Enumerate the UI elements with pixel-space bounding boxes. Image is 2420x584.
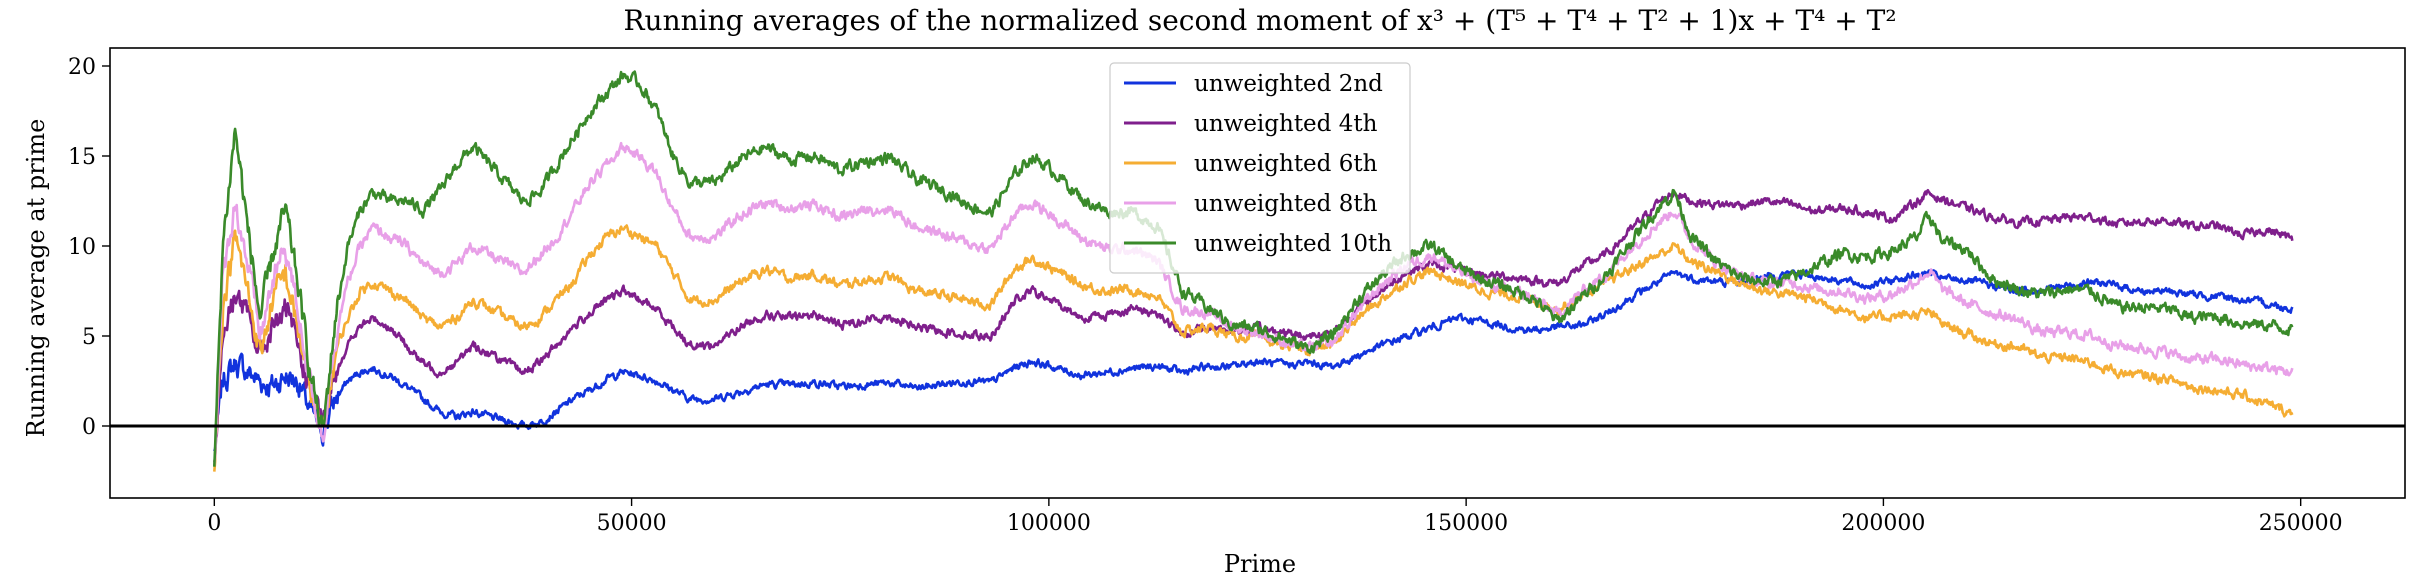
legend: unweighted 2nd unweighted 4th unweighted 6… bbox=[1109, 62, 1411, 274]
series-layer bbox=[213, 70, 2294, 472]
x-tick-label: 150000 bbox=[1424, 511, 1508, 536]
y-tick-label: 20 bbox=[68, 55, 96, 80]
y-tick-label: 10 bbox=[68, 235, 96, 260]
legend-label: unweighted 10th bbox=[1194, 231, 1392, 257]
legend-box bbox=[1109, 62, 1411, 274]
axes-frame bbox=[109, 47, 2406, 499]
y-axis-label: Running average at prime bbox=[22, 119, 50, 438]
series-line-unweighted-10th bbox=[213, 70, 2294, 467]
chart-title: Running averages of the normalized secon… bbox=[623, 4, 1896, 37]
legend-label: unweighted 2nd bbox=[1194, 71, 1383, 97]
legend-label: unweighted 4th bbox=[1194, 111, 1378, 137]
x-tick-label: 200000 bbox=[1841, 511, 1925, 536]
x-tick-label: 0 bbox=[207, 511, 221, 536]
x-tick-label: 250000 bbox=[2259, 511, 2343, 536]
series-line-unweighted-2nd bbox=[213, 269, 2294, 452]
y-tick-label: 15 bbox=[68, 145, 96, 170]
y-tick-label: 5 bbox=[82, 325, 96, 350]
y-tick-label: 0 bbox=[82, 415, 96, 440]
ticks-layer: 0 50000 100000 150000 200000 250000 0 5 10 15 20 bbox=[68, 55, 2343, 536]
x-axis-label: Prime bbox=[1224, 550, 1296, 578]
legend-label: unweighted 6th bbox=[1194, 151, 1378, 177]
plot-area bbox=[110, 70, 2405, 472]
x-tick-label: 50000 bbox=[597, 511, 667, 536]
legend-label: unweighted 8th bbox=[1194, 191, 1378, 217]
x-tick-label: 100000 bbox=[1007, 511, 1091, 536]
